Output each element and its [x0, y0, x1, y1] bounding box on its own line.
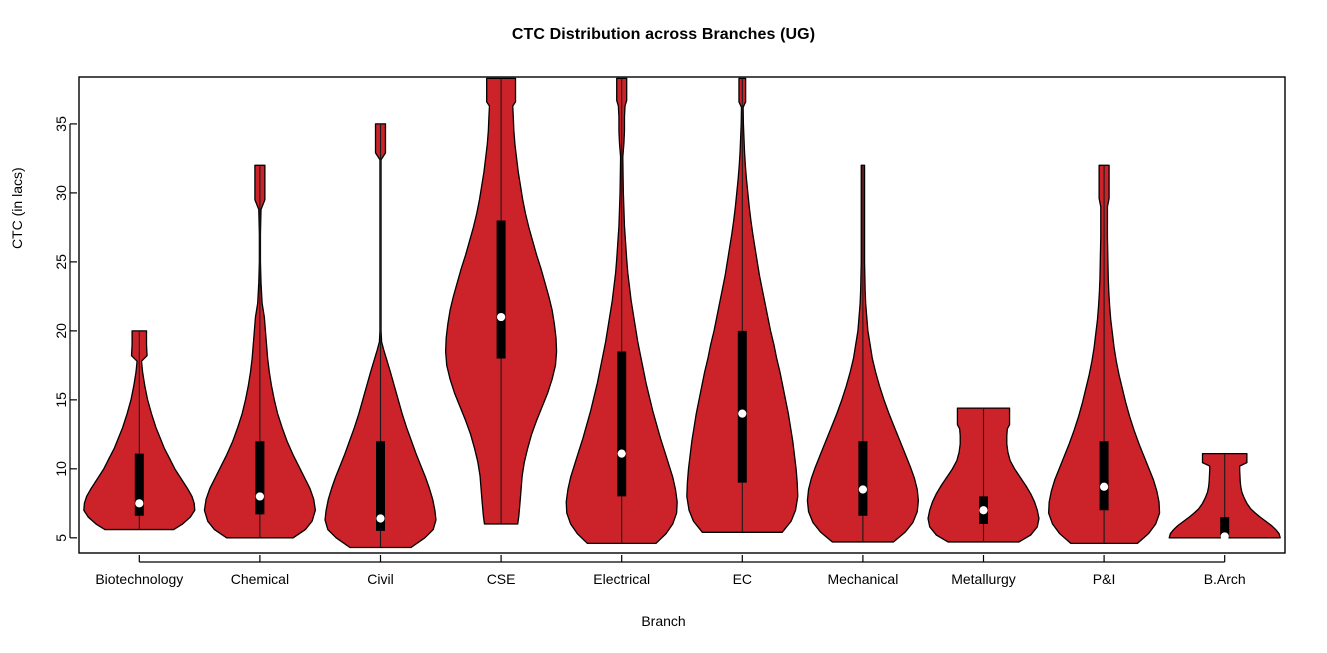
violin-median-marker: [135, 499, 144, 508]
x-tick-label-p-i: P&I: [1093, 571, 1116, 587]
x-axis: Biotechnology Chemical Civil CSE Electrical E…: [95, 555, 1246, 587]
page-title: CTC Distribution across Branches (UG): [511, 26, 816, 43]
y-tick-label: 35: [53, 116, 69, 132]
violin-median-marker: [979, 506, 988, 515]
x-tick-label-ec: EC: [733, 571, 752, 587]
violin-chemical: [203, 164, 317, 539]
violin-electrical: [565, 77, 678, 544]
violin-median-marker: [1100, 482, 1109, 491]
violin-median-marker: [376, 514, 385, 523]
y-tick-label: 10: [53, 461, 69, 477]
violin-civil: [324, 123, 437, 549]
violin-median-marker: [738, 409, 747, 418]
x-tick-label-mechanical: Mechanical: [827, 571, 898, 587]
violin-metallurgy: [927, 407, 1040, 543]
x-tick-label-cse: CSE: [487, 571, 516, 587]
plot-border: [78, 76, 1286, 554]
y-tick-label: 15: [53, 392, 69, 408]
violin-median-marker: [617, 449, 626, 458]
violin-median-marker: [1220, 532, 1229, 541]
x-tick-label-biotechnology: Biotechnology: [95, 571, 183, 587]
x-axis-title: Branch: [641, 613, 686, 629]
violin-series-group: [83, 77, 1281, 549]
violin-ec: [686, 77, 799, 533]
x-tick-label-electrical: Electrical: [593, 571, 650, 587]
x-tick-label-b-arch: B.Arch: [1204, 571, 1246, 587]
violin-p-i: [1047, 164, 1161, 544]
violin-mechanical: [806, 164, 920, 543]
violin-biotechnology: [83, 330, 196, 531]
violin-median-marker: [858, 485, 868, 494]
violin-cse: [444, 77, 558, 525]
y-tick-label: 5: [53, 534, 69, 542]
y-tick-label: 25: [53, 254, 69, 270]
y-tick-label: 30: [53, 185, 69, 201]
violin-median-marker: [255, 492, 264, 501]
y-axis: 5 10 15 20 25 30 35: [53, 116, 77, 542]
violin-b-arch: [1168, 453, 1281, 541]
plot-frame: [78, 76, 1286, 554]
y-tick-label: 20: [53, 323, 69, 339]
x-tick-label-metallurgy: Metallurgy: [951, 571, 1016, 587]
x-tick-label-chemical: Chemical: [231, 571, 289, 587]
violin-median-marker: [497, 312, 506, 322]
x-tick-label-civil: Civil: [367, 571, 393, 587]
